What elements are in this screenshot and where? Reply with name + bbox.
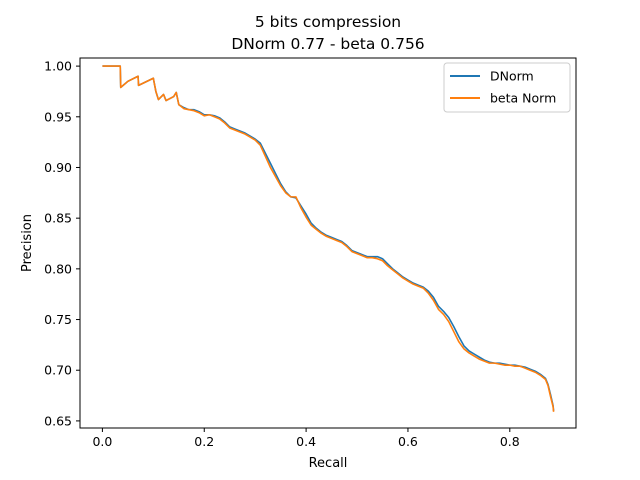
x-axis-label: Recall [309, 456, 348, 471]
x-tick-label: 0.6 [398, 434, 418, 449]
series-line-beta-norm [102, 65, 555, 412]
y-tick-label: 0.75 [44, 312, 72, 327]
y-tick-label: 0.90 [44, 160, 72, 175]
chart-subtitle: DNorm 0.77 - beta 0.756 [231, 35, 424, 53]
y-tick-label: 0.80 [44, 261, 72, 276]
x-tick-label: 0.0 [92, 434, 112, 449]
y-tick-label: 0.95 [44, 109, 72, 124]
plot-frame [79, 57, 577, 429]
y-axis-ticks: 0.65 0.70 0.75 0.80 0.85 0.90 0.95 1.00 [44, 59, 80, 428]
legend-label-beta-norm: beta Norm [490, 91, 556, 106]
chart-title: 5 bits compression [255, 13, 401, 31]
legend: DNorm beta Norm [443, 62, 571, 113]
y-tick-label: 0.85 [44, 211, 72, 226]
x-tick-label: 0.8 [500, 434, 520, 449]
x-tick-label: 0.2 [194, 434, 214, 449]
y-tick-label: 0.70 [44, 363, 72, 378]
x-tick-label: 0.4 [296, 434, 316, 449]
legend-label-dnorm: DNorm [490, 69, 534, 84]
plot-lines [102, 65, 555, 412]
y-tick-label: 1.00 [44, 59, 72, 74]
y-axis-label: Precision [20, 214, 35, 272]
x-axis-ticks: 0.0 0.2 0.4 0.6 0.8 [92, 428, 520, 449]
y-tick-label: 0.65 [44, 413, 72, 428]
